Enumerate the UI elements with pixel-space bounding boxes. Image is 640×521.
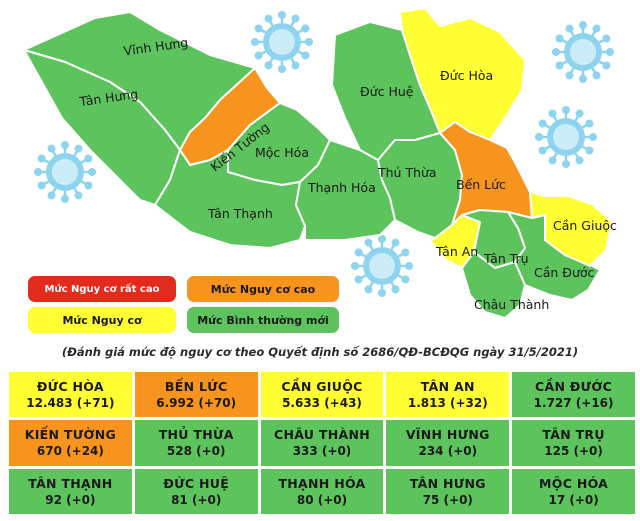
table-cell: CẦN ĐƯỚC 1.727 (+16) — [512, 372, 635, 418]
table-cell: ĐỨC HUỆ 81 (+0) — [134, 468, 258, 514]
case-count: 80 (+0) — [296, 492, 348, 507]
table-cell: VĨNH HƯNG 234 (+0) — [386, 420, 510, 466]
table-cell: TÂN THẠNH 92 (+0) — [9, 468, 132, 514]
district-name: KIẾN TƯỜNG — [24, 427, 117, 443]
map-label-tan-an: Tân An — [435, 244, 478, 259]
virus-icon — [351, 235, 413, 297]
table-cell: THẠNH HÓA 80 (+0) — [260, 468, 384, 514]
table-cell: CẦN GIUỘC 5.633 (+43) — [260, 372, 384, 418]
map-label-chau-thanh: Châu Thành — [474, 297, 549, 312]
legend-medium: Mức Nguy cơ — [28, 307, 176, 333]
district-name: CHÂU THÀNH — [273, 427, 370, 443]
table-cell: TÂN HƯNG 75 (+0) — [386, 468, 510, 514]
table-cell: THỦ THỪA 528 (+0) — [134, 420, 258, 466]
district-name: TÂN AN — [420, 379, 475, 395]
virus-icon — [34, 141, 96, 203]
district-duc-hoa — [399, 7, 526, 141]
case-count: 234 (+0) — [418, 444, 478, 459]
district-name: MỘC HÓA — [539, 475, 609, 491]
map-label-duc-hue: Đức Huệ — [360, 84, 414, 99]
case-count: 5.633 (+43) — [282, 396, 362, 411]
map-label-tan-thanh: Tân Thạnh — [207, 206, 273, 221]
district-name: TÂN THẠNH — [28, 475, 113, 491]
case-count: 75 (+0) — [422, 492, 473, 507]
district-stats-table: ĐỨC HÒA 12.483 (+71) BẾN LỨC 6.992 (+70) C… — [9, 372, 635, 514]
map-label-thu-thua: Thủ Thừa — [377, 165, 437, 180]
district-name: CẦN GIUỘC — [281, 379, 363, 395]
province-map: Vĩnh Hưng Tân Hưng Kiến Tường Mộc Hóa Tâ… — [23, 7, 617, 319]
case-count: 12.483 (+71) — [26, 396, 115, 411]
table-cell: TÂN AN 1.813 (+32) — [386, 372, 510, 418]
map-label-thanh-hoa: Thạnh Hóa — [307, 180, 376, 195]
district-can-giuoc — [529, 191, 613, 267]
district-name: TÂN HƯNG — [409, 475, 486, 491]
map-label-tan-tru: Tân Trụ — [483, 251, 529, 266]
case-count: 528 (+0) — [166, 444, 226, 459]
district-name: THẠNH HÓA — [278, 475, 366, 491]
virus-icon — [552, 21, 614, 83]
district-name: THỦ THỪA — [158, 427, 234, 443]
case-count: 125 (+0) — [544, 444, 603, 459]
map-label-can-duoc: Cần Đước — [534, 265, 595, 280]
district-chau-thanh — [461, 251, 526, 319]
district-name: CẦN ĐƯỚC — [535, 379, 613, 395]
map-label-duc-hoa: Đức Hòa — [440, 68, 493, 83]
case-count: 1.813 (+32) — [407, 396, 488, 411]
case-count: 17 (+0) — [548, 492, 599, 507]
virus-icon — [251, 11, 313, 73]
table-cell: TÂN TRỤ 125 (+0) — [512, 420, 635, 466]
legend-high: Mức Nguy cơ cao — [187, 276, 339, 302]
case-count: 670 (+24) — [36, 444, 104, 459]
district-name: VĨNH HƯNG — [405, 427, 490, 443]
district-name: ĐỨC HÒA — [36, 379, 104, 395]
virus-icons — [34, 11, 614, 297]
map-label-ben-luc: Bến Lức — [456, 177, 506, 192]
legend-very-high: Mức Nguy cơ rất cao — [28, 276, 176, 302]
caption: (Đánh giá mức độ nguy cơ theo Quyết định… — [61, 345, 579, 359]
table-cell: ĐỨC HÒA 12.483 (+71) — [9, 372, 132, 418]
map-label-moc-hoa: Mộc Hóa — [255, 145, 309, 160]
table-cell: MỘC HÓA 17 (+0) — [512, 468, 635, 514]
case-count: 81 (+0) — [171, 492, 222, 507]
case-count: 6.992 (+70) — [156, 396, 237, 411]
district-name: BẾN LỨC — [164, 379, 228, 395]
map-label-can-giuoc: Cần Giuộc — [553, 218, 617, 233]
district-name: ĐỨC HUỆ — [163, 475, 230, 491]
virus-icon — [535, 106, 597, 168]
table-cell: KIẾN TƯỜNG 670 (+24) — [9, 420, 132, 466]
case-count: 1.727 (+16) — [533, 396, 614, 411]
districts — [23, 7, 613, 319]
legend-normal: Mức Bình thường mới — [187, 307, 339, 333]
case-count: 333 (+0) — [292, 444, 352, 459]
district-name: TÂN TRỤ — [542, 427, 605, 443]
table-cell: BẾN LỨC 6.992 (+70) — [134, 372, 258, 418]
case-count: 92 (+0) — [45, 492, 96, 507]
table-cell: CHÂU THÀNH 333 (+0) — [260, 420, 384, 466]
